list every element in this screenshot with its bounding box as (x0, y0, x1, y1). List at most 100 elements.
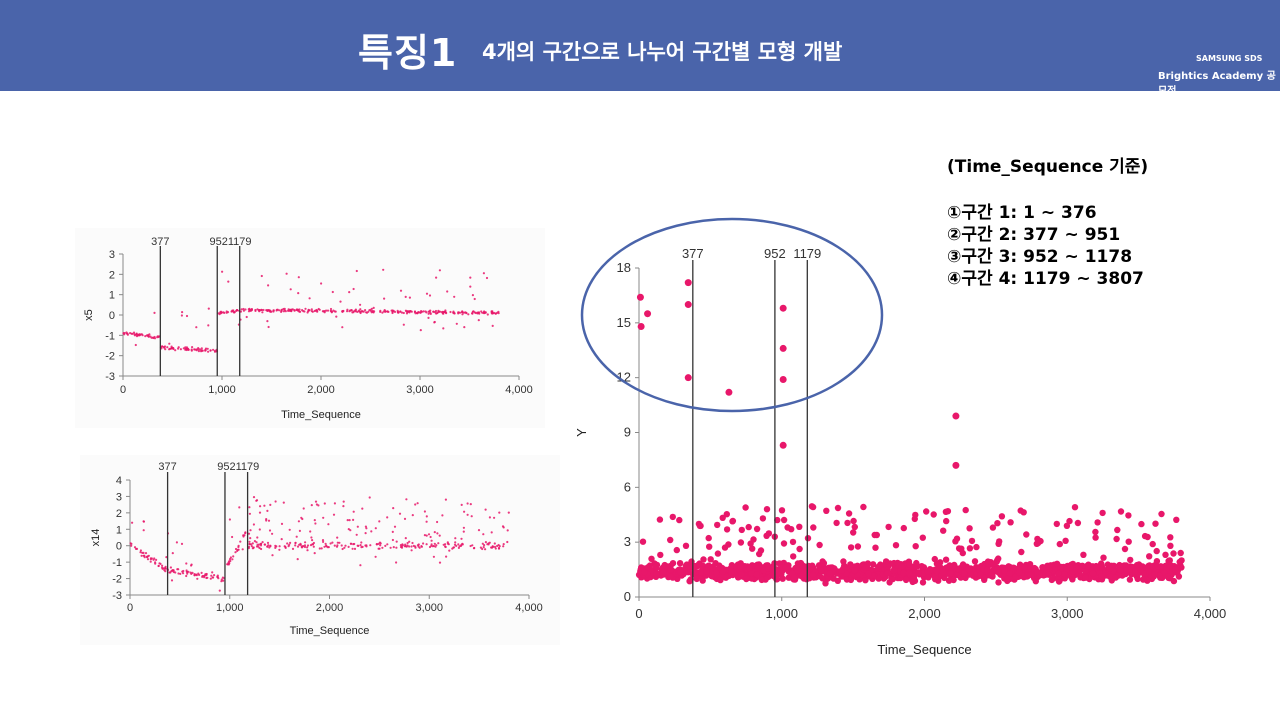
x14-point (321, 539, 325, 542)
x14-point (198, 573, 201, 577)
y-point (1093, 564, 1100, 571)
x5-point (285, 272, 288, 275)
x14-point (342, 505, 345, 508)
x5-ytick-label: 3 (109, 249, 115, 261)
y-point (872, 544, 879, 551)
y-point (809, 571, 817, 578)
y-point (1080, 551, 1087, 558)
x14-point (386, 516, 389, 519)
brand-event: Brightics Academy 공모전 (1158, 71, 1276, 97)
x14-point (263, 543, 267, 546)
x14-point (488, 541, 491, 544)
x14-point (416, 502, 419, 505)
y-point (725, 541, 732, 548)
x14-point (298, 543, 301, 546)
x14-point (346, 519, 349, 522)
y-outlier-point (684, 374, 692, 382)
x14-point (425, 534, 428, 537)
x14-point (209, 577, 212, 580)
x5-xtick-label: 0 (120, 384, 126, 396)
x14-point (317, 504, 320, 507)
x5-point (308, 297, 311, 300)
x14-point (336, 536, 339, 539)
x5-point (233, 311, 236, 314)
y-point (912, 543, 919, 550)
y-point (942, 556, 950, 563)
x5-point (258, 309, 261, 312)
x14-point (498, 545, 501, 548)
x14-point (312, 545, 315, 548)
x14-point (414, 545, 417, 548)
y-point (722, 573, 730, 580)
x14-point (324, 542, 327, 545)
y-point (854, 543, 862, 550)
x14-point (206, 576, 209, 579)
x14-point (378, 541, 382, 544)
x14-point (435, 544, 438, 547)
x14-point (263, 504, 266, 507)
x5-point (299, 310, 302, 313)
y-ytick-label: 0 (624, 589, 631, 604)
y-point (1074, 519, 1082, 527)
x14-point (410, 545, 413, 548)
y-point (778, 507, 786, 514)
x14-point (352, 510, 355, 513)
x5-point (427, 312, 430, 315)
x14-point (266, 509, 269, 512)
x14-point (462, 526, 465, 529)
y-point (1106, 573, 1114, 580)
x14-point (309, 530, 312, 533)
x5-point (477, 311, 481, 314)
x14-point (451, 547, 454, 550)
x5-x-axis-title: Time_Sequence (281, 409, 361, 421)
y-point (1023, 531, 1030, 538)
x5-ytick-label: -1 (105, 330, 115, 342)
x14-point (506, 540, 509, 544)
x14-point (294, 544, 297, 547)
segment-item-3: ③구간 3: 952 ~ 1178 (947, 247, 1133, 267)
y-point (660, 569, 667, 576)
x5-point (482, 272, 485, 275)
y-point (1133, 561, 1141, 569)
y-point (1015, 569, 1023, 576)
y-point (944, 508, 952, 515)
x14-point (460, 503, 463, 506)
y-outlier-point (644, 310, 652, 318)
y-point (981, 574, 988, 581)
x5-point (289, 288, 292, 291)
y-point (1114, 526, 1121, 534)
y-point (653, 571, 660, 578)
x14-point (296, 558, 299, 561)
x14-point (258, 543, 261, 546)
y-point (851, 567, 858, 574)
x14-point (462, 530, 465, 533)
y-point (871, 531, 878, 539)
x14-point (313, 552, 316, 555)
x14-point (411, 514, 414, 517)
y-point (1170, 550, 1177, 557)
x14-point (238, 506, 241, 509)
brand-company: SAMSUNG SDS (1196, 54, 1263, 63)
x14-point (139, 551, 142, 554)
y-point (708, 572, 715, 580)
y-point (966, 525, 973, 532)
x5-point (141, 334, 144, 337)
x14-point (261, 541, 264, 544)
x14-point (364, 532, 367, 535)
x5-point (424, 310, 427, 313)
y-point (796, 560, 803, 567)
x14-point (506, 529, 509, 532)
y-point (1156, 572, 1163, 580)
x14-point (252, 523, 255, 526)
x14-point (370, 530, 373, 533)
x14-point (298, 529, 301, 533)
segment-item-4: ④구간 4: 1179 ~ 3807 (947, 269, 1144, 289)
x14-point (180, 542, 184, 546)
x5-point (318, 308, 321, 311)
x14-point (163, 569, 166, 572)
y-point (1071, 504, 1079, 511)
y-point (798, 573, 805, 580)
y-point (966, 545, 974, 552)
y-x-axis-title: Time_Sequence (877, 642, 971, 657)
x14-point (249, 537, 252, 540)
